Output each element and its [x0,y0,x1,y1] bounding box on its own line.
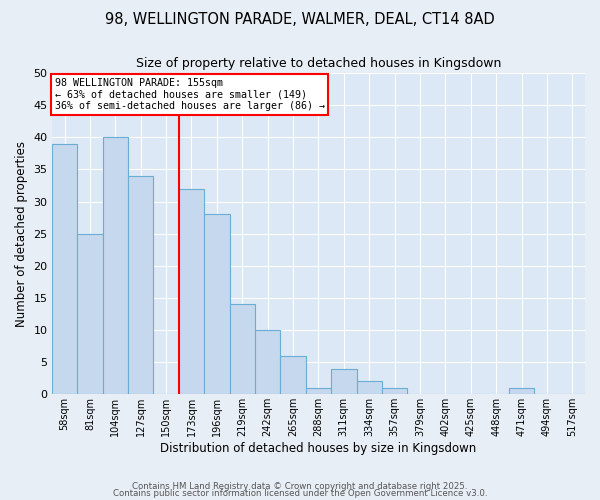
Bar [204,214,230,394]
Text: Contains public sector information licensed under the Open Government Licence v3: Contains public sector information licen… [113,490,487,498]
Bar [509,388,534,394]
Bar [128,176,154,394]
Bar [356,382,382,394]
X-axis label: Distribution of detached houses by size in Kingsdown: Distribution of detached houses by size … [160,442,476,455]
Text: 98, WELLINGTON PARADE, WALMER, DEAL, CT14 8AD: 98, WELLINGTON PARADE, WALMER, DEAL, CT1… [105,12,495,28]
Bar [331,368,356,394]
Text: 98 WELLINGTON PARADE: 155sqm
← 63% of detached houses are smaller (149)
36% of s: 98 WELLINGTON PARADE: 155sqm ← 63% of de… [55,78,325,111]
Title: Size of property relative to detached houses in Kingsdown: Size of property relative to detached ho… [136,58,501,70]
Bar [306,388,331,394]
Bar [230,304,255,394]
Y-axis label: Number of detached properties: Number of detached properties [15,140,28,326]
Bar [255,330,280,394]
Bar [103,138,128,394]
Bar [77,234,103,394]
Bar [179,188,204,394]
Bar [382,388,407,394]
Bar [280,356,306,395]
Text: Contains HM Land Registry data © Crown copyright and database right 2025.: Contains HM Land Registry data © Crown c… [132,482,468,491]
Bar [52,144,77,394]
